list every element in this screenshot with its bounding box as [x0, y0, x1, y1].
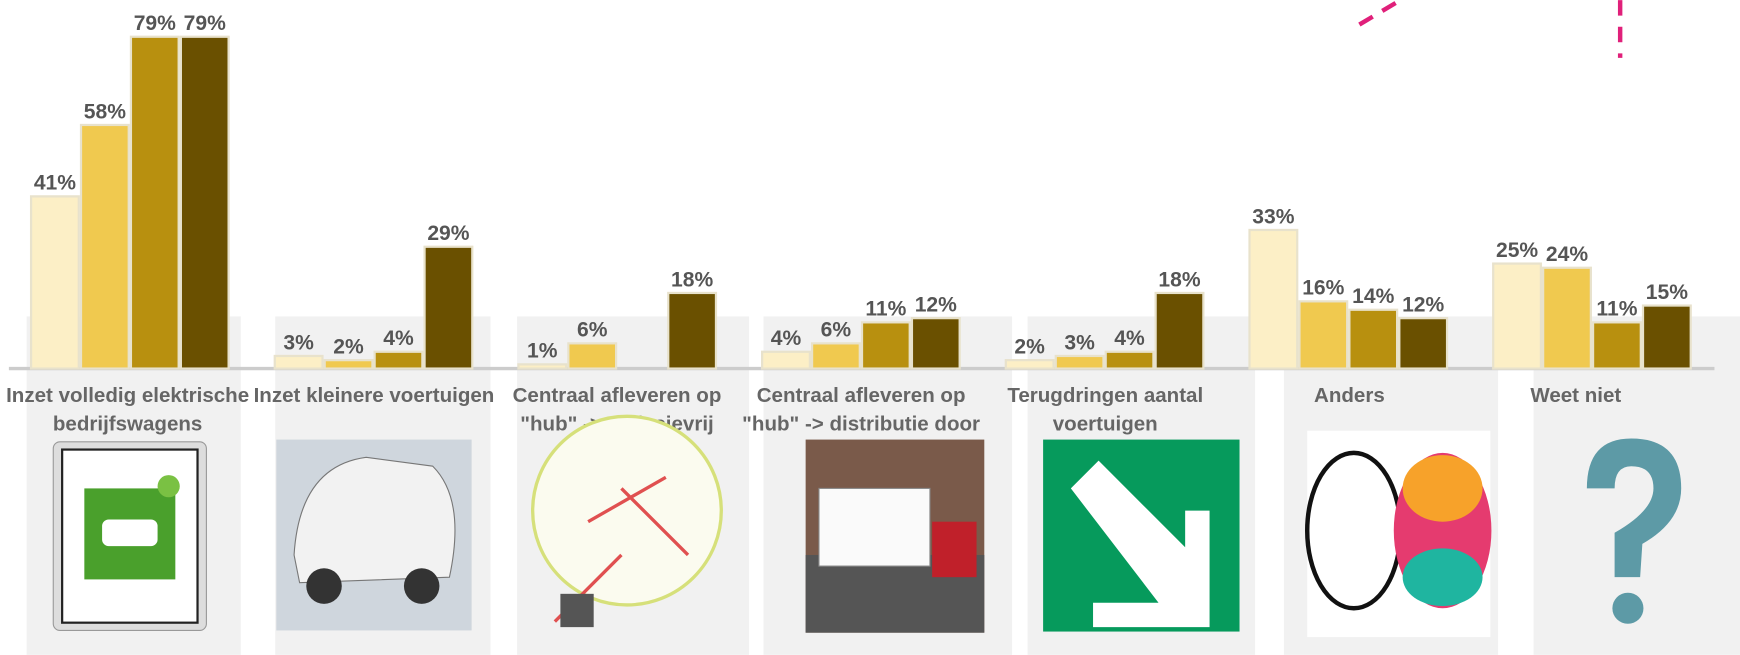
- bar: [1643, 306, 1691, 369]
- bar: [1056, 356, 1104, 369]
- decoration: [1359, 0, 1620, 58]
- bar: [812, 343, 860, 368]
- bar: [1299, 301, 1347, 368]
- value-label: 79%: [134, 12, 176, 35]
- value-label: 1%: [527, 340, 558, 363]
- bar: [668, 293, 716, 369]
- value-label: 11%: [865, 298, 906, 321]
- bar: [568, 343, 616, 368]
- bar: [275, 356, 323, 369]
- bar: [1349, 310, 1397, 369]
- value-label: 2%: [333, 336, 364, 359]
- value-label: 6%: [577, 319, 608, 342]
- bar: [425, 247, 473, 369]
- value-label: 4%: [1114, 327, 1145, 350]
- bar: [1493, 264, 1541, 369]
- x-tick-label: Centraal afleveren op "hub" -> distribut…: [739, 381, 983, 439]
- value-label: 4%: [383, 327, 414, 350]
- value-label: 4%: [771, 327, 802, 350]
- value-label: 33%: [1252, 205, 1294, 228]
- value-label: 18%: [1158, 268, 1200, 291]
- bar: [31, 196, 79, 368]
- bar: [375, 352, 423, 369]
- value-label: 18%: [671, 268, 713, 291]
- bar: [1106, 352, 1154, 369]
- bar: [1006, 360, 1054, 368]
- bar: [762, 352, 810, 369]
- x-tick-label: Weet niet: [1454, 381, 1698, 410]
- bar: [1543, 268, 1591, 369]
- value-label: 3%: [1064, 331, 1095, 354]
- value-label: 58%: [84, 100, 126, 123]
- value-label: 41%: [34, 172, 76, 195]
- chart: 41% 3% 1% 4% 2% 33% 25% 58% 2% 6% 6% 3% 16% 24% 79% 4% 1…: [0, 0, 1740, 655]
- bar: [912, 318, 960, 368]
- bar: [1156, 293, 1204, 369]
- value-label: 25%: [1496, 239, 1538, 262]
- value-label: 11%: [1596, 298, 1637, 321]
- bar: [1250, 230, 1298, 369]
- bar: [518, 364, 566, 368]
- bar: [131, 37, 179, 369]
- bar: [862, 322, 910, 368]
- x-tick-label: Anders: [1227, 381, 1471, 410]
- value-label: 16%: [1302, 277, 1344, 300]
- bar: [325, 360, 373, 368]
- bar: [181, 37, 229, 369]
- x-tick-label: Terugdringen aantal voertuigen: [983, 381, 1227, 439]
- x-tick-label: Inzet kleinere voertuigen: [252, 381, 496, 410]
- value-label: 6%: [821, 319, 852, 342]
- value-label: 15%: [1646, 281, 1688, 304]
- x-tick-label: Inzet volledig elektrische bedrijfswagen…: [6, 381, 250, 439]
- value-label: 29%: [427, 222, 469, 245]
- icons: [53, 416, 1681, 637]
- value-label: 12%: [1402, 294, 1444, 317]
- bar: [1399, 318, 1447, 368]
- value-label: 79%: [184, 12, 226, 35]
- value-label: 24%: [1546, 243, 1588, 266]
- value-label: 12%: [915, 294, 957, 317]
- value-label: 3%: [283, 331, 314, 354]
- bar: [1593, 322, 1641, 368]
- value-label: 2%: [1014, 336, 1045, 359]
- value-label: 14%: [1352, 285, 1394, 308]
- bar: [81, 125, 129, 369]
